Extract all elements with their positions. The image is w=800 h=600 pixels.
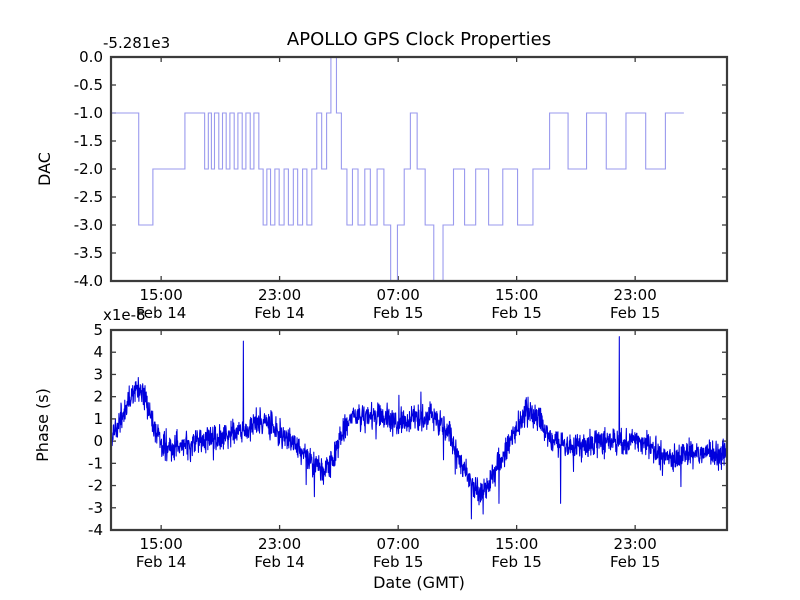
y-tick-label: 4 xyxy=(93,343,103,361)
y-tick-label: -3.5 xyxy=(74,244,103,262)
y-tick-label: 3 xyxy=(93,365,103,383)
chart-title: APOLLO GPS Clock Properties xyxy=(287,29,551,50)
y-tick-label: 0.0 xyxy=(79,48,103,66)
y-tick-label: -2.5 xyxy=(74,188,103,206)
x-tick-label-date: Feb 15 xyxy=(373,304,423,322)
x-tick-label-date: Feb 14 xyxy=(136,553,186,571)
dac-step-trace xyxy=(111,56,684,282)
x-tick-label-time: 15:00 xyxy=(495,535,538,553)
y-tick-label: 2 xyxy=(93,388,103,406)
x-tick-label-date: Feb 14 xyxy=(136,304,186,322)
y-tick-label: -0.5 xyxy=(74,76,103,94)
y-tick-label: 0 xyxy=(93,432,103,450)
phase-axes-frame xyxy=(109,328,729,532)
y-tick-label: -2 xyxy=(88,477,103,495)
x-tick-label-time: 23:00 xyxy=(614,535,657,553)
y-tick-label: -2.0 xyxy=(74,160,103,178)
x-tick-label-time: 23:00 xyxy=(258,286,301,304)
phase-y-offset-text: x1e-8 xyxy=(103,306,146,324)
y-tick-label: -3 xyxy=(88,499,103,517)
y-tick-label: 5 xyxy=(93,321,103,339)
x-tick-label-time: 15:00 xyxy=(495,286,538,304)
y-tick-label: 1 xyxy=(93,410,103,428)
x-tick-label-date: Feb 15 xyxy=(610,553,660,571)
y-tick-label: -1.0 xyxy=(74,104,103,122)
phase-x-axis-label: Date (GMT) xyxy=(373,573,465,592)
x-tick-label-date: Feb 14 xyxy=(254,553,304,571)
y-tick-label: -1.5 xyxy=(74,132,103,150)
x-tick-label-time: 07:00 xyxy=(377,286,420,304)
x-tick-label-time: 15:00 xyxy=(140,286,183,304)
y-tick-label: -4 xyxy=(88,521,103,539)
x-tick-label-date: Feb 15 xyxy=(491,553,541,571)
x-tick-label-time: 23:00 xyxy=(614,286,657,304)
phase-y-axis-label: Phase (s) xyxy=(33,388,52,462)
dac-axes-panel: 0.0 -0.5 -1.0 -1.5 -2.0 -2.5 -3.0 -3.5 -4.0 15:00… xyxy=(35,29,729,322)
dac-y-offset-text: -5.281e3 xyxy=(103,34,170,52)
x-tick-label-date: Feb 15 xyxy=(373,553,423,571)
x-tick-label-time: 07:00 xyxy=(377,535,420,553)
y-tick-label: -4.0 xyxy=(74,272,103,290)
x-tick-label-date: Feb 15 xyxy=(610,304,660,322)
x-tick-label-date: Feb 15 xyxy=(491,304,541,322)
x-tick-label-date: Feb 14 xyxy=(254,304,304,322)
dac-tick-labels: 0.0 -0.5 -1.0 -1.5 -2.0 -2.5 -3.0 -3.5 -4.0 15:00… xyxy=(74,48,661,322)
x-tick-label-time: 23:00 xyxy=(258,535,301,553)
y-tick-label: -1 xyxy=(88,454,103,472)
dac-axes-frame xyxy=(109,55,729,283)
dac-y-axis-label: DAC xyxy=(35,152,54,186)
x-tick-label-time: 15:00 xyxy=(140,535,183,553)
y-tick-label: -3.0 xyxy=(74,216,103,234)
phase-noise-trace xyxy=(111,336,727,520)
